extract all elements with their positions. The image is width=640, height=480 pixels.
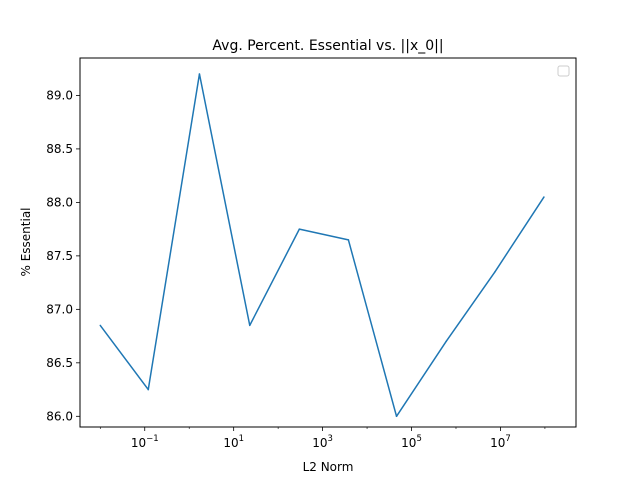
data-point — [298, 228, 301, 230]
x-tick-label: 103 — [312, 434, 333, 450]
y-tick-label: 87.5 — [46, 249, 73, 263]
data-point — [395, 415, 398, 418]
series-line-0 — [99, 73, 545, 418]
y-axis-ticks: 86.0 86.5 87.0 87.5 88.0 88.5 89.0 — [46, 88, 80, 423]
y-tick-label: 89.0 — [46, 88, 73, 102]
data-point — [249, 324, 251, 327]
data-point — [445, 340, 447, 343]
data-point — [543, 196, 545, 198]
y-tick-label: 88.0 — [46, 195, 73, 209]
data-point — [494, 271, 496, 273]
data-point — [198, 73, 201, 75]
y-tick-label: 88.5 — [46, 142, 73, 156]
plot-area: 10−1 101 103 105 107 86.0 86.5 87.0 87.5 88.0 88.… — [46, 57, 577, 450]
y-tick-label: 86.0 — [46, 409, 73, 423]
legend-box — [557, 65, 570, 77]
y-tick-label: 86.5 — [46, 356, 73, 370]
chart-title: Avg. Percent. Essential vs. ||x_0|| — [212, 38, 443, 54]
y-axis-label: % Essential — [19, 207, 33, 276]
data-point — [147, 388, 150, 391]
plot-frame — [79, 57, 577, 428]
data-point — [347, 239, 350, 241]
x-axis-ticks: 10−1 101 103 105 107 — [99, 427, 546, 450]
y-tick-label: 87.0 — [46, 302, 73, 316]
data-point — [99, 324, 102, 327]
series-layer — [99, 73, 545, 418]
x-tick-label: 107 — [490, 434, 511, 450]
x-tick-label: 10−1 — [131, 434, 159, 450]
x-tick-label: 105 — [401, 434, 422, 450]
x-axis-label: L2 Norm — [303, 460, 354, 474]
x-tick-label: 101 — [223, 434, 244, 450]
